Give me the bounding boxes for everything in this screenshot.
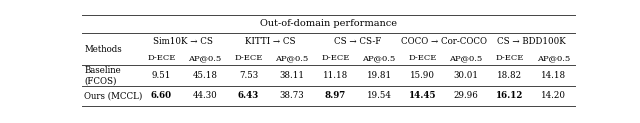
Text: 14.20: 14.20 [541, 92, 566, 100]
Text: 6.43: 6.43 [238, 92, 259, 100]
Text: AP@0.5: AP@0.5 [449, 54, 483, 62]
Text: 29.96: 29.96 [454, 92, 479, 100]
Text: AP@0.5: AP@0.5 [275, 54, 308, 62]
Text: 14.18: 14.18 [541, 71, 566, 80]
Text: 16.12: 16.12 [496, 92, 524, 100]
Text: 11.18: 11.18 [323, 71, 348, 80]
Text: 19.54: 19.54 [367, 92, 392, 100]
Text: 30.01: 30.01 [454, 71, 479, 80]
Text: 15.90: 15.90 [410, 71, 435, 80]
Text: KITTI → CS: KITTI → CS [245, 38, 296, 46]
Text: 6.60: 6.60 [151, 92, 172, 100]
Text: D-ECE: D-ECE [495, 54, 524, 62]
Text: 19.81: 19.81 [367, 71, 392, 80]
Text: Baseline
(FCOS): Baseline (FCOS) [84, 66, 121, 85]
Text: Sim10K → CS: Sim10K → CS [153, 38, 213, 46]
Text: 38.11: 38.11 [280, 71, 305, 80]
Text: 7.53: 7.53 [239, 71, 258, 80]
Text: 45.18: 45.18 [193, 71, 218, 80]
Text: 8.97: 8.97 [325, 92, 346, 100]
Text: CS → BDD100K: CS → BDD100K [497, 38, 566, 46]
Text: D-ECE: D-ECE [408, 54, 436, 62]
Text: 14.45: 14.45 [409, 92, 436, 100]
Text: D-ECE: D-ECE [234, 54, 262, 62]
Text: 44.30: 44.30 [193, 92, 217, 100]
Text: Methods: Methods [84, 45, 122, 54]
Text: 9.51: 9.51 [152, 71, 171, 80]
Text: D-ECE: D-ECE [147, 54, 175, 62]
Text: AP@0.5: AP@0.5 [362, 54, 396, 62]
Text: D-ECE: D-ECE [321, 54, 349, 62]
Text: AP@0.5: AP@0.5 [188, 54, 221, 62]
Text: AP@0.5: AP@0.5 [536, 54, 570, 62]
Text: 18.82: 18.82 [497, 71, 522, 80]
Text: CS → CS-F: CS → CS-F [333, 38, 381, 46]
Text: Out-of-domain performance: Out-of-domain performance [260, 19, 397, 29]
Text: Ours (MCCL): Ours (MCCL) [84, 92, 143, 100]
Text: 38.73: 38.73 [280, 92, 304, 100]
Text: COCO → Cor-COCO: COCO → Cor-COCO [401, 38, 488, 46]
